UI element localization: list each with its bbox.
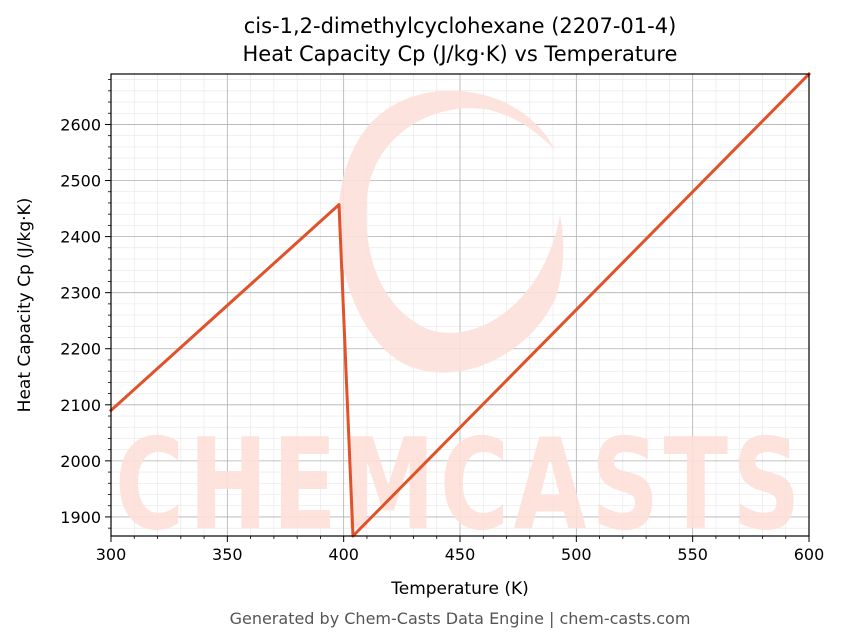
- major-grid: [110, 74, 810, 536]
- watermark-text: CHEMCASTS: [115, 411, 805, 558]
- chemcasts-watermark: CHEMCASTS: [115, 90, 805, 558]
- footer-credit: Generated by Chem-Casts Data Engine | ch…: [230, 609, 691, 628]
- y-tick-label: 2400: [60, 228, 101, 247]
- x-tick-label: 350: [212, 545, 243, 564]
- x-tick-label: 550: [677, 545, 708, 564]
- y-tick-label: 1900: [60, 508, 101, 527]
- series-layer: [108, 71, 812, 538]
- x-tick-label: 600: [794, 545, 825, 564]
- x-axis: 300 350 400 450 500 550 600: [96, 536, 825, 564]
- y-axis-label: Heat Capacity Cp (J/kg·K): [15, 198, 35, 413]
- plot-area: CHEMCASTS: [108, 71, 812, 558]
- x-tick-label: 400: [328, 545, 359, 564]
- y-axis: 1900 2000 2100 2200 2300 2400 2500 2600: [60, 79, 111, 529]
- x-axis-label: Temperature (K): [390, 579, 529, 599]
- y-tick-label: 2200: [60, 340, 101, 359]
- y-tick-label: 2300: [60, 284, 101, 303]
- chart-title-line1: cis-1,2-dimethylcyclohexane (2207-01-4): [244, 14, 677, 38]
- chart-title-line2: Heat Capacity Cp (J/kg·K) vs Temperature: [243, 42, 678, 66]
- x-tick-label: 500: [561, 545, 592, 564]
- y-tick-label: 2600: [60, 115, 101, 134]
- y-tick-label: 2500: [60, 172, 101, 191]
- x-tick-label: 450: [445, 545, 476, 564]
- y-tick-label: 2000: [60, 452, 101, 471]
- x-tick-label: 300: [96, 545, 127, 564]
- y-tick-label: 2100: [60, 396, 101, 415]
- series-line-0: [108, 71, 812, 538]
